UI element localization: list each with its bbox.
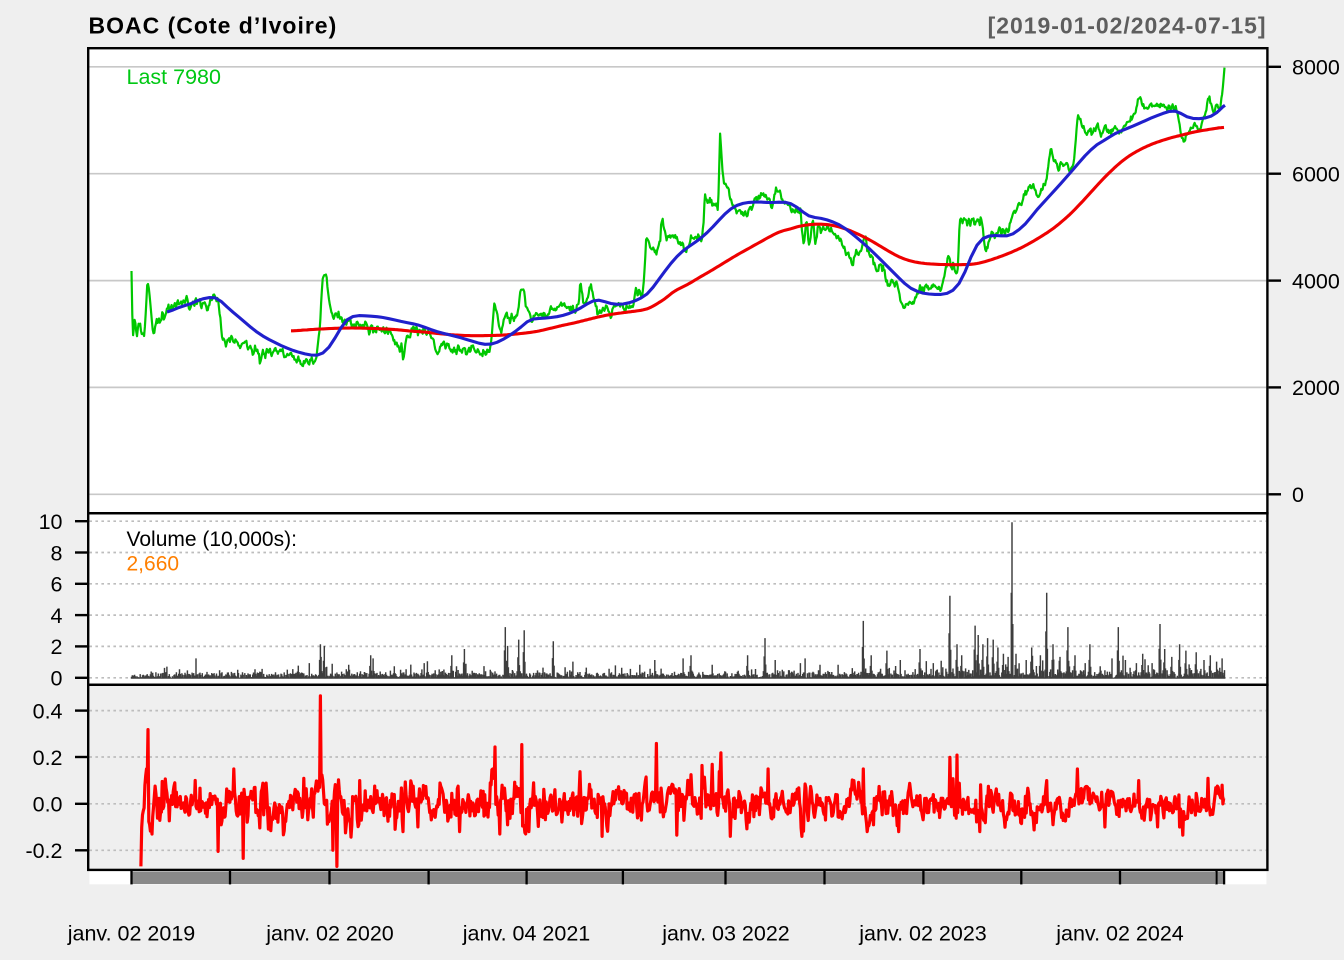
svg-text:10: 10 (39, 510, 63, 534)
svg-text:8000: 8000 (1292, 56, 1340, 80)
svg-text:0.2: 0.2 (33, 746, 63, 770)
svg-text:Last 7980: Last 7980 (127, 65, 221, 89)
svg-text:0: 0 (51, 667, 63, 691)
svg-text:-0.2: -0.2 (25, 839, 62, 863)
svg-text:janv. 03 2022: janv. 03 2022 (661, 922, 790, 946)
svg-text:janv. 02 2019: janv. 02 2019 (67, 922, 196, 946)
svg-text:[2019-01-02/2024-07-15]: [2019-01-02/2024-07-15] (988, 13, 1267, 39)
svg-text:0.4: 0.4 (33, 699, 63, 723)
svg-text:janv. 02 2023: janv. 02 2023 (858, 922, 987, 946)
svg-text:4: 4 (51, 604, 63, 628)
svg-text:0: 0 (1292, 483, 1304, 507)
svg-text:4000: 4000 (1292, 269, 1340, 293)
svg-text:6: 6 (51, 573, 63, 597)
svg-text:janv. 02 2020: janv. 02 2020 (265, 922, 394, 946)
svg-text:janv. 04 2021: janv. 04 2021 (462, 922, 591, 946)
svg-text:0.0: 0.0 (33, 793, 63, 817)
svg-text:Volume (10,000s):: Volume (10,000s): (127, 528, 297, 551)
svg-text:2000: 2000 (1292, 376, 1340, 400)
svg-text:6000: 6000 (1292, 163, 1340, 187)
svg-text:8: 8 (51, 541, 63, 565)
svg-text:janv. 02 2024: janv. 02 2024 (1055, 922, 1184, 946)
svg-text:2,660: 2,660 (127, 553, 180, 576)
svg-text:BOAC (Cote d’Ivoire): BOAC (Cote d’Ivoire) (89, 13, 338, 39)
svg-text:2: 2 (51, 635, 63, 659)
